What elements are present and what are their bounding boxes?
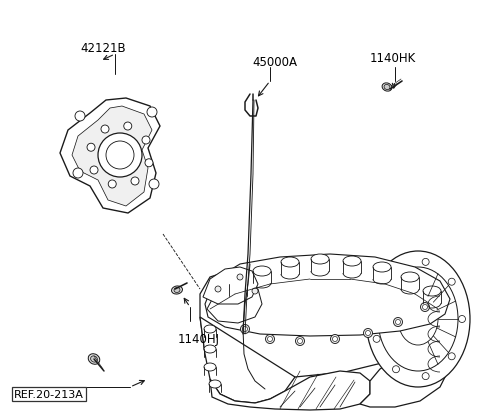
Text: REF.20-213A: REF.20-213A: [14, 389, 84, 399]
Circle shape: [223, 307, 228, 312]
Circle shape: [265, 335, 275, 344]
Circle shape: [373, 335, 380, 342]
Ellipse shape: [209, 380, 221, 388]
Circle shape: [363, 329, 372, 338]
Circle shape: [448, 353, 455, 360]
Polygon shape: [207, 285, 262, 323]
Ellipse shape: [253, 266, 271, 276]
Ellipse shape: [423, 286, 441, 296]
Text: 1140HJ: 1140HJ: [178, 333, 220, 346]
Circle shape: [149, 180, 159, 190]
Circle shape: [240, 325, 250, 334]
Circle shape: [422, 305, 428, 310]
Polygon shape: [200, 317, 295, 403]
Text: 45000A: 45000A: [252, 55, 297, 68]
Circle shape: [298, 339, 302, 344]
Circle shape: [458, 316, 466, 323]
Circle shape: [422, 373, 429, 380]
Circle shape: [448, 278, 455, 285]
Circle shape: [365, 331, 371, 336]
Ellipse shape: [401, 272, 419, 282]
Ellipse shape: [382, 84, 392, 92]
Ellipse shape: [204, 325, 216, 333]
Circle shape: [124, 123, 132, 131]
Circle shape: [215, 286, 221, 292]
Circle shape: [252, 288, 258, 294]
Ellipse shape: [311, 254, 329, 264]
Circle shape: [75, 112, 85, 122]
Ellipse shape: [343, 256, 361, 266]
Circle shape: [237, 274, 243, 280]
Circle shape: [420, 303, 430, 312]
Circle shape: [108, 180, 116, 188]
Ellipse shape: [88, 354, 100, 364]
Polygon shape: [60, 99, 160, 214]
Circle shape: [331, 335, 339, 344]
Circle shape: [422, 259, 429, 266]
Circle shape: [98, 134, 142, 178]
Circle shape: [106, 142, 134, 170]
Circle shape: [394, 318, 403, 327]
Polygon shape: [72, 107, 152, 206]
Polygon shape: [203, 267, 258, 304]
Circle shape: [131, 178, 139, 185]
Ellipse shape: [91, 356, 97, 362]
Circle shape: [373, 296, 380, 303]
Circle shape: [396, 320, 400, 325]
Circle shape: [101, 126, 109, 134]
Circle shape: [393, 266, 399, 273]
Ellipse shape: [366, 252, 470, 387]
Circle shape: [296, 337, 304, 346]
Circle shape: [220, 305, 229, 314]
Circle shape: [73, 169, 83, 178]
Circle shape: [90, 166, 98, 175]
Ellipse shape: [204, 345, 216, 353]
Polygon shape: [210, 371, 370, 410]
Circle shape: [267, 337, 273, 342]
Circle shape: [142, 137, 150, 145]
Polygon shape: [205, 254, 450, 336]
Ellipse shape: [281, 257, 299, 267]
Circle shape: [333, 337, 337, 342]
Circle shape: [145, 159, 153, 167]
Ellipse shape: [204, 363, 216, 371]
Circle shape: [147, 108, 157, 118]
Polygon shape: [360, 294, 455, 407]
Polygon shape: [200, 267, 455, 377]
Text: 1140HK: 1140HK: [370, 51, 416, 64]
Circle shape: [87, 144, 95, 152]
Ellipse shape: [398, 293, 438, 345]
Ellipse shape: [373, 262, 391, 272]
Circle shape: [393, 366, 399, 373]
Ellipse shape: [378, 267, 458, 371]
Ellipse shape: [384, 85, 390, 90]
Ellipse shape: [171, 286, 182, 294]
Ellipse shape: [229, 279, 247, 289]
Text: 42121B: 42121B: [80, 41, 126, 55]
Ellipse shape: [174, 288, 180, 293]
Circle shape: [242, 327, 248, 332]
